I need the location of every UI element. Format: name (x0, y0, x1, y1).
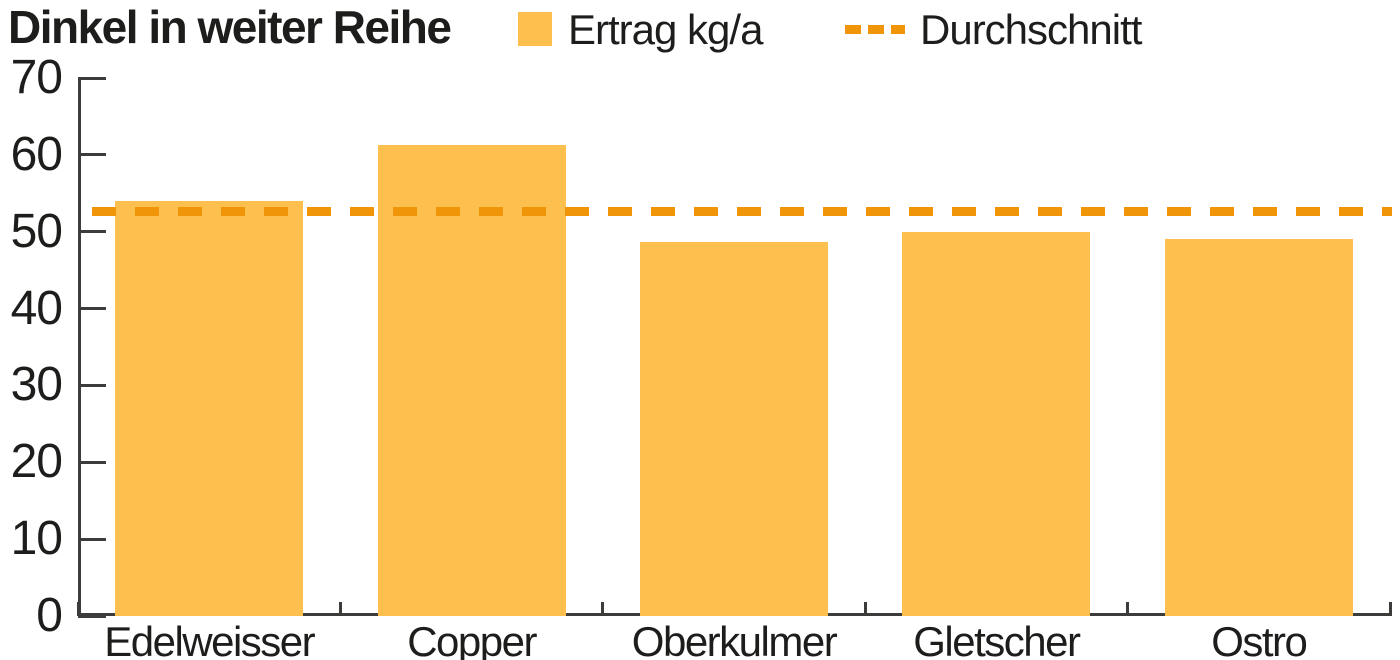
y-tick-mark (78, 383, 106, 387)
x-category-label: Copper (407, 618, 537, 660)
y-tick-mark (78, 153, 106, 157)
legend-bar-swatch-icon (518, 12, 552, 46)
y-tick-label: 40 (10, 281, 63, 335)
y-tick-mark (78, 537, 106, 541)
y-tick-label: 10 (10, 512, 63, 566)
legend-average-label: Durchschnitt (920, 6, 1142, 53)
x-tick-mark (863, 602, 867, 616)
bar-edelweisser (115, 200, 304, 616)
x-tick-mark (1388, 602, 1392, 616)
legend-bar-label: Ertrag kg/a (568, 6, 763, 53)
y-tick-mark (78, 460, 106, 464)
y-tick-label: 0 (36, 589, 63, 642)
x-tick-mark (1126, 602, 1130, 616)
x-category-label: Gletscher (913, 618, 1081, 660)
chart-title: Dinkel in weiter Reihe (8, 1, 452, 53)
y-tick-mark (78, 76, 106, 80)
y-tick-mark (78, 614, 106, 618)
x-category-label: Oberkulmer (631, 618, 838, 660)
y-axis-line (78, 78, 81, 616)
x-tick-mark (601, 602, 605, 616)
x-category-label: Ostro (1211, 618, 1308, 660)
x-tick-mark (76, 602, 80, 616)
y-tick-mark (78, 307, 106, 311)
legend-average-dash-icon (845, 25, 905, 34)
y-tick-label: 60 (10, 127, 63, 181)
x-tick-mark (338, 602, 342, 616)
y-tick-label: 20 (10, 435, 63, 489)
bar-ostro (1164, 239, 1353, 616)
bar-oberkulmer (640, 242, 828, 616)
y-tick-label: 30 (10, 358, 63, 412)
y-tick-mark (78, 230, 106, 234)
x-category-label: Edelweisser (104, 618, 315, 660)
bar-gletscher (902, 231, 1091, 616)
y-tick-label: 70 (10, 51, 63, 104)
average-dashed-line (92, 207, 1392, 217)
bar-copper (377, 144, 566, 616)
y-tick-label: 50 (10, 204, 63, 258)
